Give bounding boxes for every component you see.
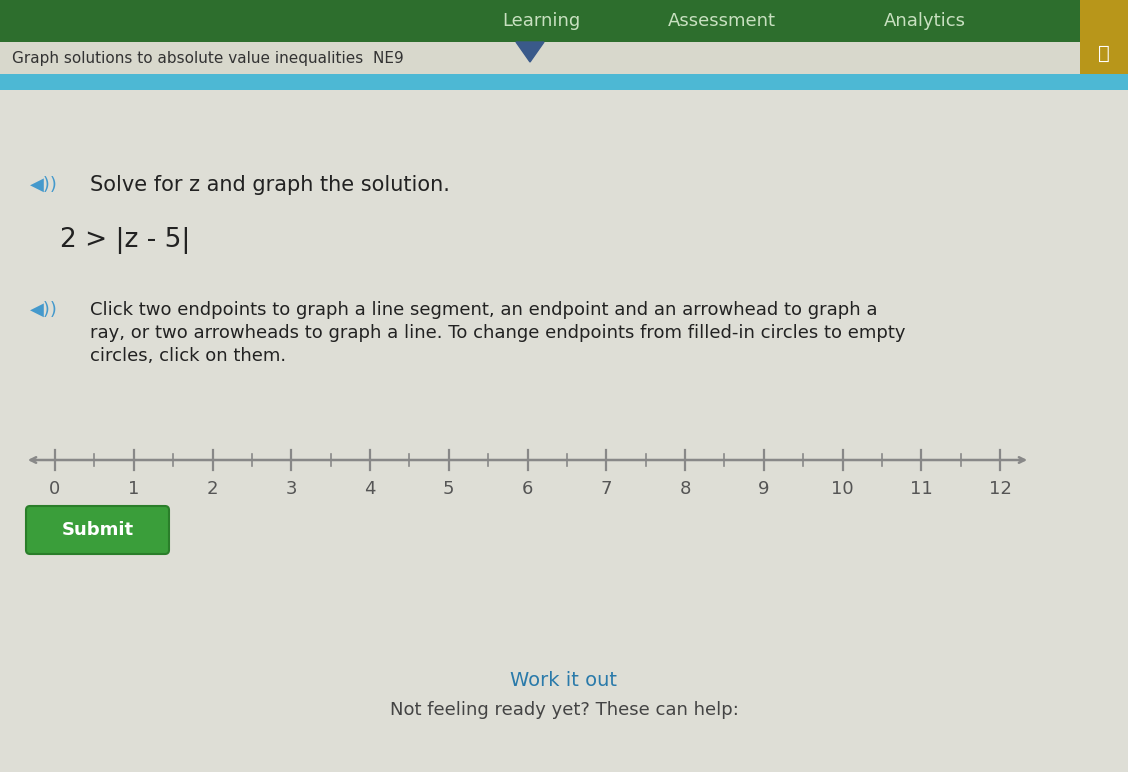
Bar bbox=[1079, 0, 1128, 74]
Text: circles, click on them.: circles, click on them. bbox=[90, 347, 287, 365]
Text: 4: 4 bbox=[364, 480, 376, 498]
Text: 12: 12 bbox=[988, 480, 1012, 498]
Text: 3: 3 bbox=[285, 480, 297, 498]
Text: Analytics: Analytics bbox=[884, 12, 966, 30]
Text: 11: 11 bbox=[910, 480, 933, 498]
Bar bbox=[0, 74, 1128, 90]
Text: Learning: Learning bbox=[502, 12, 581, 30]
Text: Graph solutions to absolute value inequalities  NE9: Graph solutions to absolute value inequa… bbox=[12, 50, 404, 66]
Text: 10: 10 bbox=[831, 480, 854, 498]
Text: 5: 5 bbox=[443, 480, 455, 498]
Text: 0: 0 bbox=[50, 480, 61, 498]
Bar bbox=[0, 42, 1128, 74]
Text: 1: 1 bbox=[129, 480, 140, 498]
Text: ray, or two arrowheads to graph a line. To change endpoints from filled-in circl: ray, or two arrowheads to graph a line. … bbox=[90, 324, 906, 342]
Text: 9: 9 bbox=[758, 480, 769, 498]
Text: 7: 7 bbox=[600, 480, 613, 498]
Text: Not feeling ready yet? These can help:: Not feeling ready yet? These can help: bbox=[389, 701, 739, 719]
Text: Solve for z and graph the solution.: Solve for z and graph the solution. bbox=[90, 175, 450, 195]
Text: Assessment: Assessment bbox=[668, 12, 776, 30]
Text: Submit: Submit bbox=[61, 521, 133, 539]
Text: Click two endpoints to graph a line segment, an endpoint and an arrowhead to gra: Click two endpoints to graph a line segm… bbox=[90, 301, 878, 319]
Text: 6: 6 bbox=[522, 480, 534, 498]
Text: ◀)): ◀)) bbox=[30, 301, 58, 319]
Bar bbox=[0, 0, 1128, 42]
Text: Work it out: Work it out bbox=[511, 671, 617, 689]
Text: 2 > |z - 5|: 2 > |z - 5| bbox=[60, 226, 191, 253]
Text: 2: 2 bbox=[206, 480, 218, 498]
Text: ◀)): ◀)) bbox=[30, 176, 58, 194]
FancyBboxPatch shape bbox=[26, 506, 169, 554]
Polygon shape bbox=[515, 42, 544, 62]
Text: 🏃: 🏃 bbox=[1099, 43, 1110, 63]
Text: 8: 8 bbox=[679, 480, 690, 498]
